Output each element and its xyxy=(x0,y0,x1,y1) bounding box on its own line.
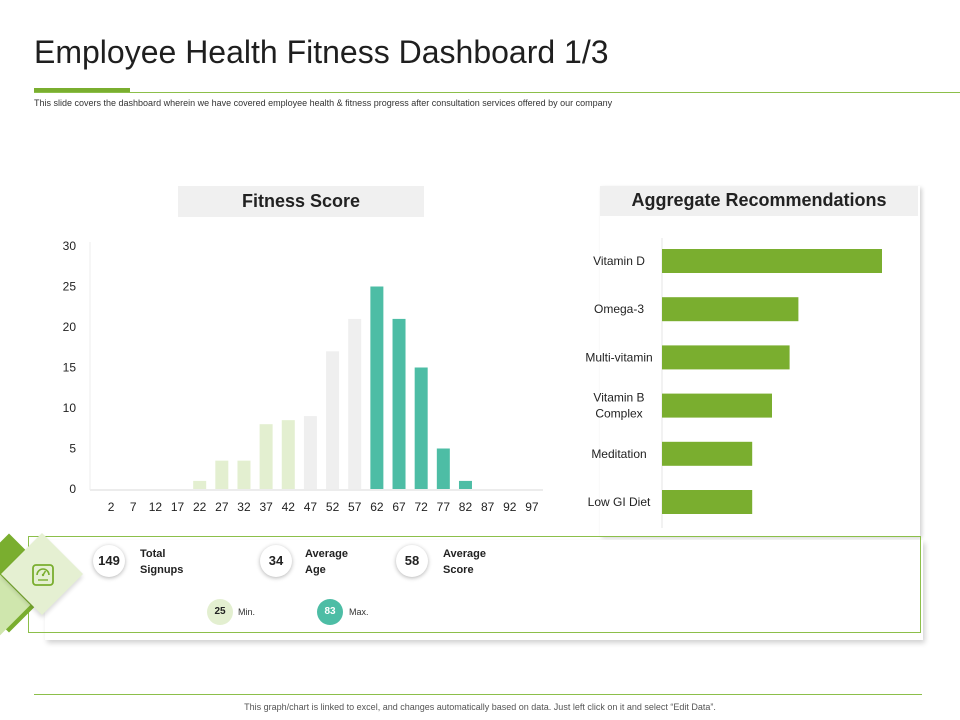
min-score-label: Min. xyxy=(238,607,256,617)
fitness-bar xyxy=(303,416,317,489)
y-tick-label: 20 xyxy=(63,320,77,334)
fitness-bar xyxy=(193,480,207,489)
average-age-value: 34 xyxy=(260,545,292,577)
recommendations-chart: Vitamin D Omega-3 Multi-vitamin Vitamin B Co… xyxy=(585,238,882,528)
fitness-bar xyxy=(458,480,472,489)
average-age-label-line2: Age xyxy=(305,564,326,576)
fitness-bar xyxy=(237,460,251,489)
recommendation-bar xyxy=(662,490,753,514)
footer-note: This graph/chart is linked to excel, and… xyxy=(244,702,716,712)
x-tick-label: 37 xyxy=(259,500,273,514)
fitness-score-header: Fitness Score xyxy=(178,186,424,217)
average-score-value: 58 xyxy=(396,545,428,577)
x-tick-label: 47 xyxy=(304,500,318,514)
scale-icon xyxy=(32,564,54,586)
average-age-label-line1: Average xyxy=(305,548,349,560)
x-tick-label: 92 xyxy=(503,500,517,514)
x-tick-label: 32 xyxy=(237,500,251,514)
recommendation-bar xyxy=(662,441,753,466)
average-score-label-line1: Average xyxy=(443,548,487,560)
y-tick-label: 10 xyxy=(63,401,77,415)
recommendation-label: Omega-3 xyxy=(594,302,644,316)
recommendation-label: Multi-vitamin xyxy=(585,350,652,364)
recommendation-bar xyxy=(662,393,772,418)
recommendation-label: Complex xyxy=(595,407,642,421)
x-tick-label: 57 xyxy=(348,500,362,514)
fitness-bar xyxy=(259,424,273,489)
x-tick-label: 97 xyxy=(525,500,539,514)
total-signups-label-line2: Signups xyxy=(140,564,184,576)
x-tick-label: 62 xyxy=(370,500,384,514)
x-tick-label: 27 xyxy=(215,500,229,514)
x-tick-label: 87 xyxy=(481,500,495,514)
recommendation-bar xyxy=(662,249,882,273)
page-subtitle: This slide covers the dashboard wherein … xyxy=(34,98,613,108)
x-tick-label: 12 xyxy=(149,500,163,514)
x-tick-label: 67 xyxy=(392,500,406,514)
recommendation-label: Vitamin D xyxy=(593,254,645,268)
y-tick-label: 25 xyxy=(63,280,77,294)
total-signups-label-line1: Total xyxy=(140,548,166,560)
stats-card-shadow xyxy=(45,540,923,640)
x-tick-label: 2 xyxy=(108,500,115,514)
x-tick-label: 52 xyxy=(326,500,340,514)
recommendation-label: Meditation xyxy=(591,447,646,461)
average-age-label: Average Age xyxy=(305,546,375,578)
x-tick-label: 17 xyxy=(171,500,185,514)
average-score-label: Average Score xyxy=(443,546,513,578)
y-tick-label: 5 xyxy=(69,442,76,456)
x-tick-label: 77 xyxy=(437,500,451,514)
x-tick-label: 42 xyxy=(282,500,296,514)
y-tick-label: 15 xyxy=(63,361,77,375)
title-divider xyxy=(34,92,960,93)
fitness-bar xyxy=(414,367,428,489)
recommendations-header: Aggregate Recommendations xyxy=(600,186,918,216)
max-score-label: Max. xyxy=(349,607,369,617)
x-tick-label: 22 xyxy=(193,500,207,514)
fitness-bar xyxy=(281,420,295,489)
fitness-bar xyxy=(436,448,450,489)
fitness-bar xyxy=(326,351,340,489)
fitness-bar xyxy=(215,460,229,489)
footer-divider xyxy=(34,694,922,695)
recommendation-bar xyxy=(662,345,790,370)
x-tick-label: 82 xyxy=(459,500,473,514)
fitness-bar xyxy=(370,286,384,489)
max-score-value: 83 xyxy=(317,599,343,625)
recommendation-label: Vitamin B xyxy=(593,391,644,405)
title-accent-bar xyxy=(34,88,130,93)
page-title: Employee Health Fitness Dashboard 1/3 xyxy=(34,34,609,70)
x-tick-label: 72 xyxy=(414,500,428,514)
total-signups-value: 149 xyxy=(93,545,125,577)
fitness-bar xyxy=(348,318,362,489)
recommendation-label: Low GI Diet xyxy=(588,495,651,509)
y-tick-label: 30 xyxy=(63,239,77,253)
x-tick-label: 7 xyxy=(130,500,137,514)
total-signups-label: Total Signups xyxy=(140,546,210,578)
average-score-label-line2: Score xyxy=(443,564,474,576)
y-tick-label: 0 xyxy=(69,482,76,496)
recommendation-bar xyxy=(662,297,799,322)
min-score-value: 25 xyxy=(207,599,233,625)
fitness-bar xyxy=(392,318,406,489)
